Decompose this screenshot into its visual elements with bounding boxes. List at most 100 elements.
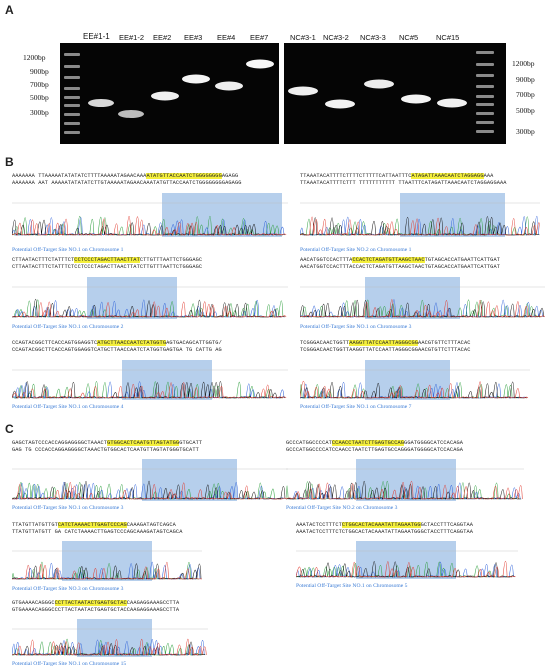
- trace-line: [12, 216, 287, 237]
- sequence-read: GTGAAAACAGGGCCCTTACTAATACTGAGTGCTACCAAGA…: [12, 607, 180, 613]
- sequencing-block: TTATGTTATGTTGTCATCTAAAACTTGAGTCCCAGCAAAG…: [12, 522, 288, 536]
- sequence-reference-tail: GTGCATT: [179, 440, 203, 446]
- target-highlight: ATAGATTAAACAATCTAGGAGG: [411, 173, 484, 179]
- chromatogram: [296, 541, 518, 579]
- sequence-reference: AAATACTCCTTTCT: [296, 522, 342, 528]
- trace-line: [12, 563, 202, 581]
- panel-a-label: A: [5, 3, 14, 17]
- site-caption: Potential Off-Target Site NO.3 on Chromo…: [12, 586, 124, 592]
- ladder-bands: [64, 53, 80, 134]
- sequencing-block: AAAAAAA TTAAAAATATATATCTTTTAAAAATAGAACAA…: [12, 173, 288, 187]
- site-caption: Potential Off-Target Site NO.1 on Chromo…: [12, 505, 124, 511]
- lane-label: NC#5: [399, 33, 419, 42]
- trace-line: [300, 381, 527, 400]
- ladder-label: 300bp: [30, 108, 49, 117]
- target-highlight: GTGGCACTCAATGTTAGTATGG: [107, 440, 180, 446]
- site-caption: Potential Off-Target Site NO.1 on Chromo…: [12, 661, 127, 667]
- sequence-reference: TTAAATACATTTTCTTTTCTTTTTCATTAATTTC: [300, 173, 412, 179]
- sequencing-block: CTTAATACTTTCTATTTCTCCTCCCTAGACTTAACTTATC…: [12, 257, 288, 271]
- ladder-label: 300bp: [516, 127, 535, 136]
- target-highlight: CCACTCTAGATGTTAAGCTAAC: [352, 257, 425, 263]
- lane-label: EE#7: [250, 33, 269, 42]
- sequence-reference-tail: AAA: [483, 173, 494, 179]
- target-highlight: CCTCCCTAGACTTAACTTAT: [74, 257, 140, 263]
- target-highlight: AAGGTTATCCAATTAGGGCGG: [349, 340, 419, 346]
- panel-c-label: C: [5, 422, 14, 436]
- sequencing-block: CCAGTACGGCTTCACCAGTGGAGGTCATGCTTAACCAATC…: [12, 340, 288, 354]
- sequencing-block: GTGAAAACAGGGCCCTTACTAATACTGAGTGCTACCAAGA…: [12, 600, 288, 614]
- sequencing-block: TCGGGACAACTGGTTAAGGTTATCCAATTAGGGCGGAACG…: [300, 340, 545, 354]
- site-caption: Potential Off-Target Site NO.1 on Chromo…: [300, 324, 412, 330]
- sequencing-block: GAGCTAGTCCCACCAGGAGGGGCTAAACTGTGGCACTCAA…: [12, 440, 288, 454]
- ladder-label: 900bp: [30, 67, 49, 76]
- lane-label: EE#2: [153, 33, 172, 42]
- sequence-reference-tail: GCTACCTTTCAGGTAA: [420, 522, 474, 528]
- trace-line: [12, 480, 286, 501]
- trace-line: [300, 381, 527, 399]
- sequence-reference-tail: CTTGTTTAATTCTGGGAGC: [139, 257, 203, 263]
- trace-line: [296, 561, 515, 579]
- trace-line: [12, 382, 287, 399]
- sequence-reference: CCAGTACGGCTTCACCAGTGGAGGTC: [12, 340, 98, 346]
- target-region-shade: [356, 459, 456, 501]
- sequence-reference: GCCCATGGCCCCAT: [286, 440, 332, 446]
- target-region-shade: [365, 360, 450, 400]
- target-region-shade: [122, 360, 212, 400]
- sequence-reference: TTATGTTATGTTGT: [12, 522, 58, 528]
- sequence-read: AAAAAAA AAT AAAAATATATATCTTGTAAAAATAGAAC…: [12, 180, 242, 186]
- sequence-reference-tail: TGTAGCACCATGAATTCATTGAT: [424, 257, 501, 263]
- ladder-label: 700bp: [516, 90, 535, 99]
- trace-line: [286, 480, 523, 501]
- sequence-read: GCCCATGGCCCCATCCAACCTAATCTTGAGTGCCAGGGAT…: [286, 447, 464, 453]
- sequence-reference-tail: AGAGG: [221, 173, 239, 179]
- panel-b-label: B: [5, 155, 14, 169]
- site-caption: Potential Off-Target Site NO.1 on Chromo…: [12, 404, 124, 410]
- sequence-read: CCAGTACGGCTTCACCAGTGGAGGTCATGCTTAACCAATC…: [12, 347, 222, 353]
- trace-line: [300, 380, 529, 399]
- chromatogram: [12, 541, 202, 581]
- sequence-reference: CTTAATACTTTCTATTTCT: [12, 257, 75, 263]
- chromatogram: [12, 360, 288, 400]
- sequence-reference: AACATGGTCCACTTTA: [300, 257, 353, 263]
- ladder-label: 500bp: [516, 106, 535, 115]
- sequencing-block: AAATACTCCTTTCTCTGGCACTACAAATATTAGAATGGGC…: [296, 522, 541, 536]
- target-highlight: CTGGCACTACAAATATTAGAATGG: [341, 522, 421, 528]
- target-highlight: CCTTACTAATACTGAGTGCTAC: [54, 600, 127, 606]
- chromatogram: [12, 277, 288, 319]
- trace-line: [300, 216, 540, 237]
- trace-line: [12, 219, 286, 237]
- ladder-label: 1200bp: [23, 53, 46, 62]
- trace-line: [12, 638, 204, 656]
- target-highlight: CATCTAAAACTTGAGTCCCAG: [57, 522, 127, 528]
- lane-label: EE#3: [184, 33, 203, 42]
- trace-line: [12, 561, 202, 581]
- site-caption: Potential Off-Target Site NO.1 on Chromo…: [296, 583, 408, 589]
- chromatogram: [300, 277, 545, 319]
- lane-label: EE#1-1: [83, 32, 110, 41]
- lane-label: NC#3-3: [360, 33, 386, 42]
- site-caption: Potential Off-Target Site NO.1 on Chromo…: [12, 247, 124, 253]
- site-caption: Potential Off-Target Site NO.1 on Chromo…: [12, 324, 124, 330]
- trace-line: [12, 301, 287, 318]
- sequence-read: AAATACTCCTTTCTCTGGCACTACAAATATTAGAATGGGC…: [296, 529, 474, 535]
- chromatogram: [300, 360, 530, 400]
- ladder-label: 1200bp: [512, 59, 535, 68]
- sequence-reference-tail: CAAGAGGAAAGCCTTA: [126, 600, 180, 606]
- sequencing-block: GCCCATGGCCCCATCCAACCTAATCTTGAGTGCCAGGGAT…: [286, 440, 531, 454]
- trace-line: [300, 216, 538, 237]
- target-highlight: ATGCTTAACCAATCTATGGTG: [97, 340, 167, 346]
- trace-line: [296, 560, 516, 578]
- sequence-reference-tail: AGTGACAGCATTGGTG/: [166, 340, 222, 346]
- target-highlight: CCAACCTAATCTTGAGTGCCAG: [331, 440, 405, 446]
- gel-image-right: [284, 43, 506, 144]
- sequence-reference-tail: GGATGGGGCATCCACAGA: [404, 440, 464, 446]
- ladder-label: 500bp: [30, 93, 49, 102]
- lane-label: NC#15: [436, 33, 460, 42]
- lane-label: NC#3-1: [290, 33, 316, 42]
- target-region-shade: [87, 277, 177, 319]
- sequence-read: TCGGGACAACTGGTTAAGGTTATCCAATTAGGGCGGAACG…: [300, 347, 471, 353]
- target-region-shade: [162, 193, 282, 237]
- sequence-reference: TCGGGACAACTGGTT: [300, 340, 350, 346]
- sequencing-block: AACATGGTCCACTTTACCACTCTAGATGTTAAGCTAACTG…: [300, 257, 545, 271]
- trace-line: [12, 638, 207, 657]
